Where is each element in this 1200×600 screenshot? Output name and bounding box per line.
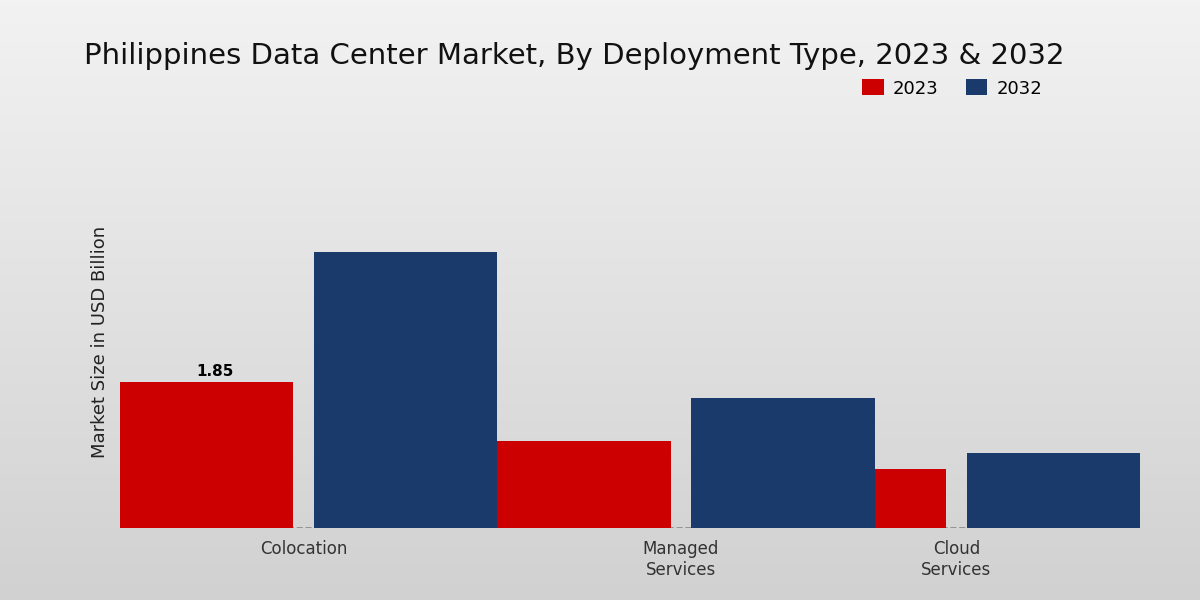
Bar [763,469,947,528]
Bar [691,398,875,528]
Bar [314,253,498,528]
Bar [967,453,1151,528]
Bar [110,382,293,528]
Text: Philippines Data Center Market, By Deployment Type, 2023 & 2032: Philippines Data Center Market, By Deplo… [84,42,1064,70]
Text: 1.85: 1.85 [197,364,234,379]
Bar [487,442,671,528]
Legend: 2023, 2032: 2023, 2032 [854,72,1049,105]
Y-axis label: Market Size in USD Billion: Market Size in USD Billion [91,226,109,458]
